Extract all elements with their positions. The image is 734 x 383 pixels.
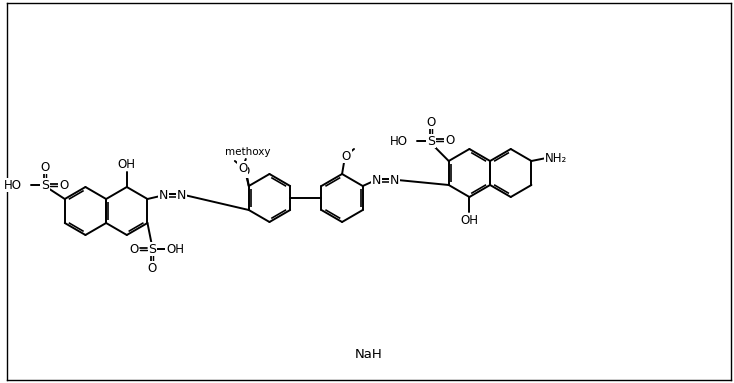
Text: HO: HO	[390, 134, 408, 147]
Text: S: S	[41, 178, 49, 192]
Text: O: O	[341, 149, 351, 162]
Text: HO: HO	[4, 178, 22, 192]
Text: NH₂: NH₂	[545, 152, 567, 165]
Text: N: N	[177, 188, 186, 201]
Text: NaH: NaH	[355, 349, 383, 362]
Text: O: O	[240, 165, 250, 177]
Text: OH: OH	[117, 157, 136, 170]
Text: methoxy: methoxy	[225, 147, 271, 157]
Text: O: O	[148, 262, 157, 275]
Text: O: O	[426, 116, 435, 129]
Text: O: O	[59, 178, 68, 192]
Text: S: S	[148, 242, 156, 255]
Text: O: O	[445, 134, 454, 147]
Text: N: N	[159, 188, 168, 201]
Text: S: S	[427, 134, 435, 147]
Text: O: O	[129, 242, 138, 255]
Text: N: N	[390, 173, 399, 187]
Text: O: O	[239, 162, 247, 175]
Text: N: N	[372, 173, 382, 187]
Text: OH: OH	[167, 242, 184, 255]
Text: O: O	[40, 160, 49, 173]
Text: OH: OH	[460, 213, 479, 226]
